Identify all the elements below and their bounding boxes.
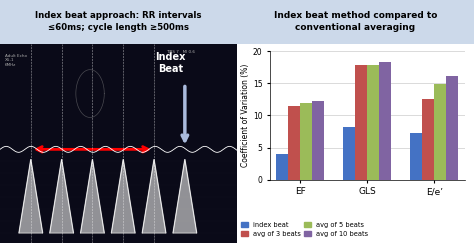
Bar (288, 106, 301, 180)
Polygon shape (111, 159, 135, 233)
Text: Index beat approach: RR intervals
≤60ms; cycle length ≥500ms: Index beat approach: RR intervals ≤60ms;… (35, 11, 202, 32)
Text: Index beat method compared to
conventional averaging: Index beat method compared to convention… (274, 11, 437, 32)
Bar (356, 65, 367, 180)
Y-axis label: Coefficient of Variation (%): Coefficient of Variation (%) (241, 64, 250, 167)
Legend: index beat, avg of 3 beats, avg of 5 beats, avg of 10 beats: index beat, avg of 3 beats, avg of 5 bea… (238, 219, 371, 239)
Bar (276, 154, 288, 180)
Bar (301, 103, 312, 180)
Bar (312, 101, 325, 180)
Polygon shape (173, 159, 197, 233)
Polygon shape (142, 159, 166, 233)
Text: TIBS 7   MI 0.6: TIBS 7 MI 0.6 (166, 50, 195, 54)
Bar (447, 76, 458, 180)
Bar (343, 127, 356, 180)
Text: Index
Beat: Index Beat (155, 52, 186, 74)
Bar (410, 133, 422, 180)
Polygon shape (81, 159, 104, 233)
Polygon shape (50, 159, 73, 233)
Bar (379, 62, 392, 180)
Bar (422, 99, 434, 180)
Bar (434, 84, 447, 180)
Polygon shape (19, 159, 43, 233)
Text: Adult Echo
X5-1
6MHz: Adult Echo X5-1 6MHz (5, 54, 27, 67)
Bar (367, 65, 379, 180)
